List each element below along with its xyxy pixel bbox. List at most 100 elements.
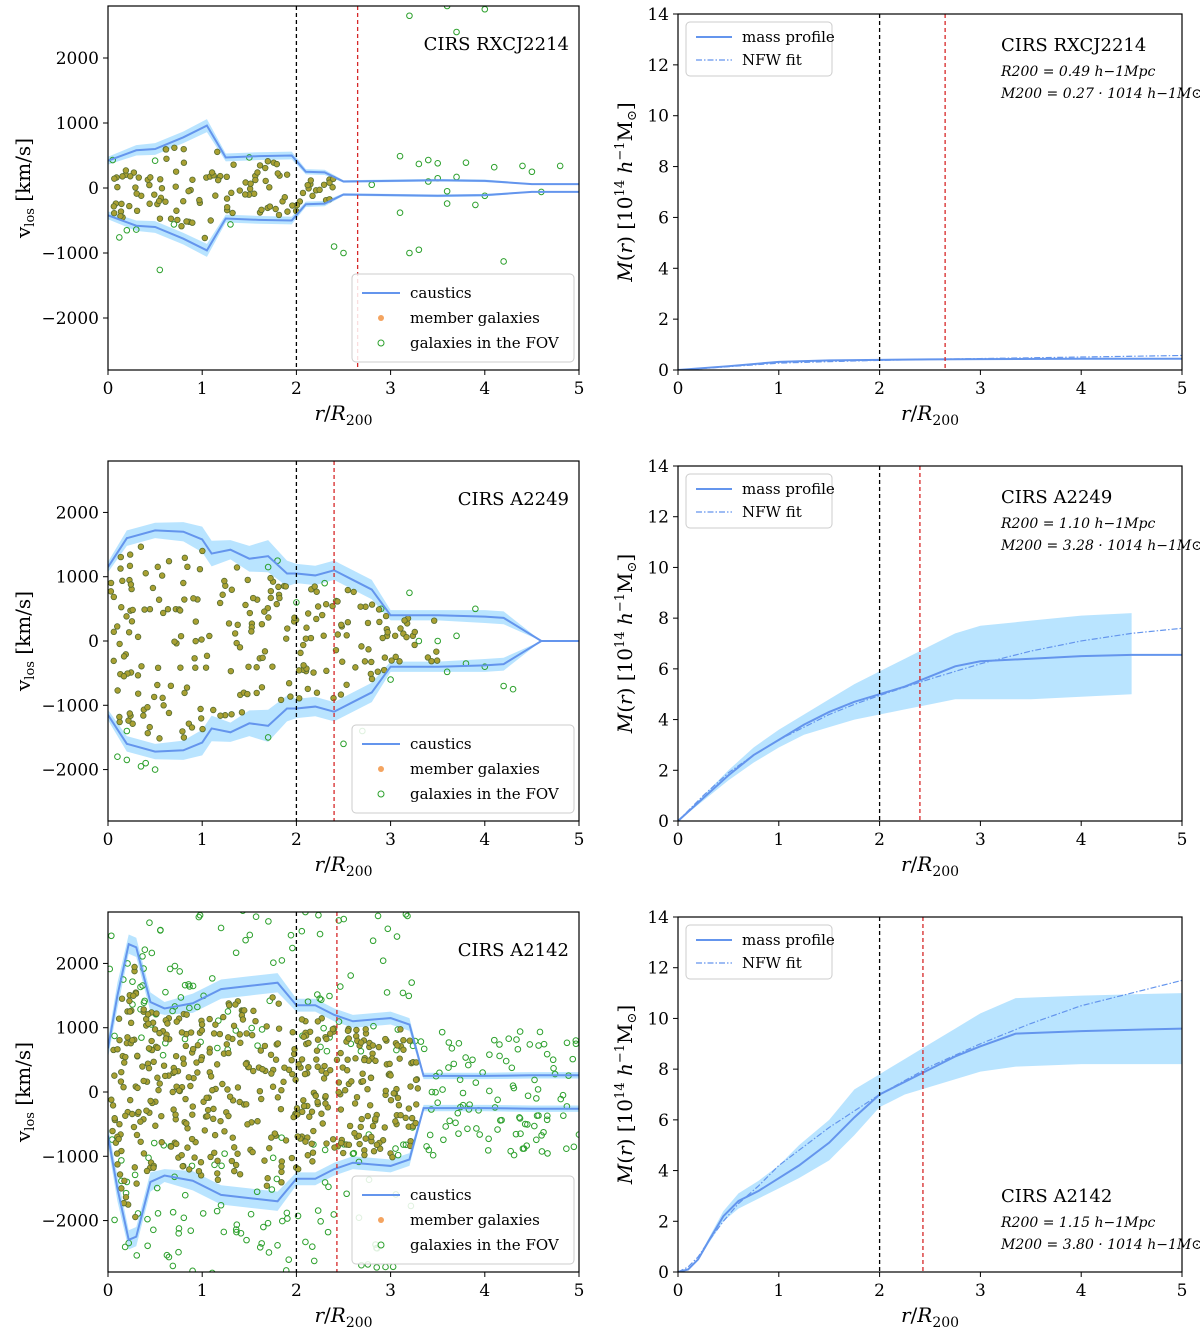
fov-galaxy [170,221,178,228]
axes-frame [677,465,1183,822]
member-galaxy [120,673,128,680]
fov-galaxy [438,1028,446,1036]
x-tick-label: 5 [1177,379,1188,399]
member-galaxy [362,1026,369,1033]
fov-galaxy [242,936,249,944]
member-galaxy [154,1044,161,1052]
fov-galaxy [187,1227,195,1234]
member-galaxy [197,705,204,713]
member-galaxy [343,1067,351,1074]
member-galaxy [210,1105,217,1113]
caustic-line-lower [108,640,579,753]
member-galaxy [119,173,126,180]
y-tick-label: 8 [658,609,669,629]
mass-profile-line [678,653,1182,821]
member-galaxy [304,685,312,693]
fov-galaxy [211,1161,218,1169]
member-galaxy [259,1066,266,1073]
fov-galaxy [357,1047,365,1055]
fov-galaxy [116,234,123,241]
member-galaxy [405,1105,413,1112]
member-galaxy [159,694,166,702]
member-galaxy [131,963,138,971]
y-tick-label: 4 [658,711,669,731]
member-galaxy [277,1105,285,1113]
caustic-band-upper [108,522,579,641]
member-galaxy [201,234,209,242]
fov-galaxy [165,1253,173,1261]
member-galaxy [226,1093,234,1100]
member-galaxy [225,620,233,627]
panel-title: CIRS A2142 [1001,1186,1112,1207]
member-galaxy [264,1175,271,1182]
fov-galaxy [404,912,411,920]
member-galaxy [155,596,163,603]
fov-galaxy [396,152,404,160]
fov-galaxy [326,992,333,1000]
member-galaxy [231,1167,238,1175]
member-galaxy [178,1151,185,1159]
fov-galaxy [453,173,460,181]
y-axis-label: M(r) [1014 h−1M⊙] [613,554,640,734]
member-galaxy [401,617,408,624]
fov-galaxy [157,1273,163,1279]
y-tick-label: 12 [647,508,669,528]
fov-galaxy [175,902,181,908]
member-galaxy [157,176,164,183]
member-galaxy [182,1095,189,1103]
fov-galaxy [434,160,442,167]
member-galaxy [352,664,359,671]
fov-galaxy [417,1038,425,1045]
member-galaxy [234,621,241,629]
member-galaxy [352,1055,359,1062]
fov-galaxy [496,1041,503,1048]
legend-box [351,273,575,363]
member-galaxy [213,1061,221,1068]
member-galaxy [353,1026,360,1034]
member-galaxy [211,1131,219,1139]
fov-galaxy [175,1225,183,1232]
member-galaxy [115,1015,123,1022]
member-galaxy [250,1067,257,1075]
x-tick-label: 5 [574,379,585,399]
member-galaxy [228,1157,236,1165]
axes-frame [677,13,1183,371]
x-axis-label: r/R200 [314,1303,372,1331]
fov-galaxy [531,1122,538,1130]
fov-galaxy [490,163,498,171]
member-galaxy [219,591,226,598]
member-galaxy [313,1047,321,1054]
member-galaxy [364,1112,371,1120]
member-galaxy [334,598,341,605]
legend-caustic-label: caustics [410,284,472,302]
fov-galaxy [446,1117,453,1125]
x-tick-label: 4 [479,830,490,850]
member-galaxy [124,1034,131,1041]
member-galaxy [209,1087,216,1094]
fov-galaxy [219,1279,225,1285]
fov-galaxy [175,1248,182,1256]
member-galaxy [171,144,178,151]
legend-fov-swatch [377,790,385,798]
member-galaxy [156,735,163,742]
member-galaxy [140,712,147,719]
member-galaxy [303,624,310,631]
mass-band [678,613,1132,821]
member-galaxy [183,684,191,691]
member-galaxy [144,729,151,737]
member-galaxy [249,594,257,602]
member-galaxy [269,663,276,670]
member-galaxy [238,709,246,716]
member-galaxy [165,709,173,717]
fov-galaxy [150,1139,158,1147]
member-galaxy [127,1019,135,1027]
member-galaxy [134,1052,141,1060]
member-galaxy [203,652,211,660]
member-galaxy [156,1080,163,1087]
member-galaxy [198,1027,206,1034]
fov-galaxy [209,1269,216,1272]
r200-annotation: R200 = 0.49 h−1Mpc [1000,64,1155,80]
member-galaxy [400,1046,407,1053]
member-galaxy [244,576,251,584]
fov-galaxy [406,589,413,597]
